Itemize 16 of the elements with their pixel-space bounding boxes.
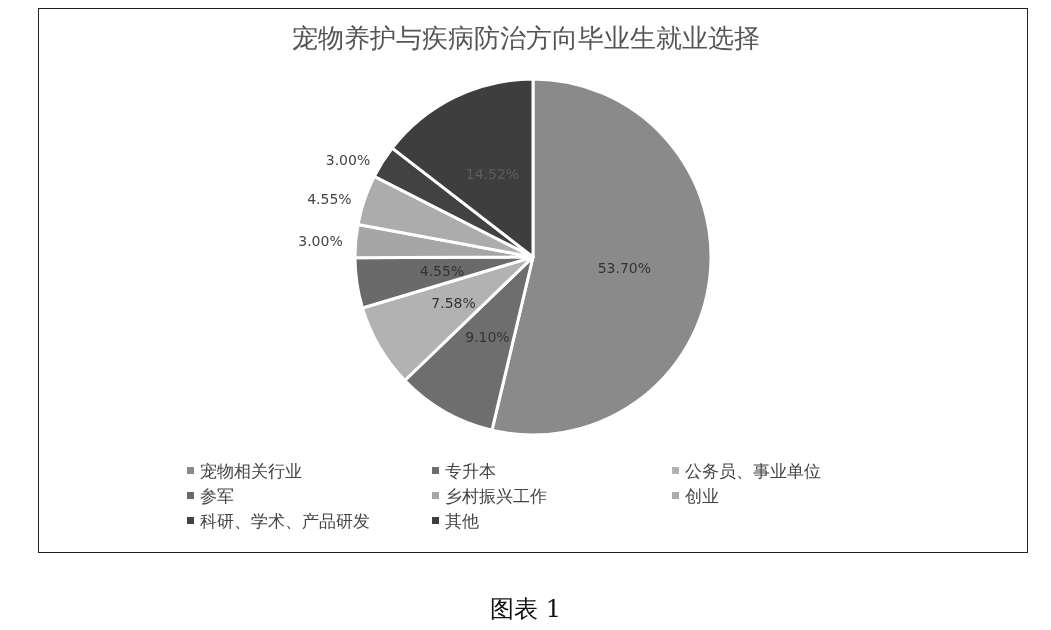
legend-label: 乡村振兴工作 (445, 485, 547, 506)
legend-label: 其他 (445, 510, 479, 531)
legend-label: 宠物相关行业 (200, 460, 302, 481)
data-label: 7.58% (431, 295, 476, 312)
legend-label: 公务员、事业单位 (685, 460, 821, 481)
data-label: 3.00% (298, 232, 343, 249)
legend-label: 创业 (685, 485, 719, 506)
data-label: 53.70% (597, 259, 652, 276)
legend-label: 科研、学术、产品研发 (200, 510, 370, 531)
data-label: 3.00% (325, 151, 371, 168)
chart-title: 宠物养护与疾病防治方向毕业生就业选择 (291, 23, 760, 53)
legend-label: 专升本 (445, 460, 496, 481)
data-label: 9.10% (465, 328, 510, 345)
legend-label: 参军 (200, 485, 234, 506)
text: 图表 1 (490, 595, 561, 623)
data-label: 4.55% (307, 190, 352, 207)
